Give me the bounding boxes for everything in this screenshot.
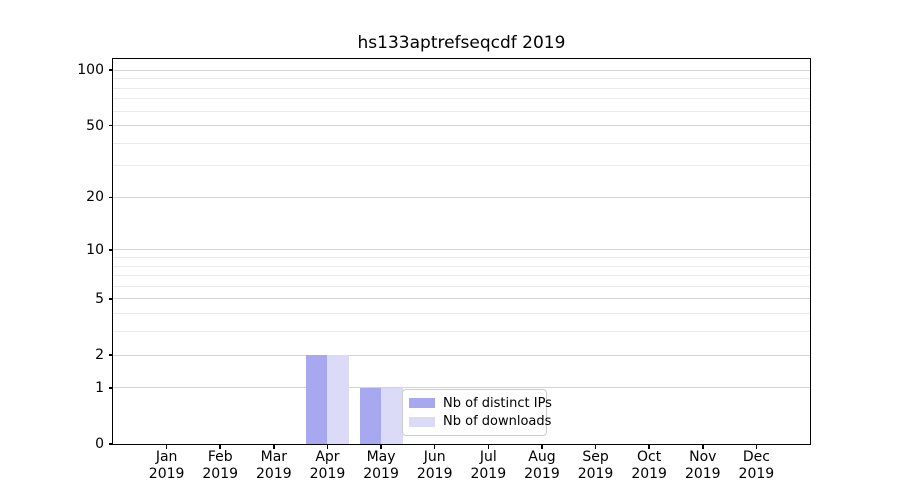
gridline-major [113,249,810,251]
x-tick [273,444,275,449]
y-tick [108,69,113,71]
x-tick [702,444,704,449]
x-tick-label: Aug 2019 [524,449,560,482]
legend: Nb of distinct IPs Nb of downloads [402,389,552,436]
x-tick [165,444,168,449]
y-tick-label: 100 [77,62,104,79]
gridline-minor [113,285,810,287]
bar-distinct-ips-may [359,387,382,444]
gridline-minor [113,142,810,144]
x-tick-label: Jul 2019 [470,449,507,482]
x-tick [755,444,758,449]
bar-downloads-apr [327,355,349,444]
y-tick-label: 10 [86,241,104,258]
x-tick-label: Sep 2019 [577,449,614,482]
y-tick [108,387,113,389]
y-tick-label: 20 [86,189,104,206]
y-tick [108,249,113,251]
x-tick-label: May 2019 [363,449,399,482]
gridline-minor [113,331,810,333]
legend-swatch-distinct-ips-icon [409,398,435,409]
x-tick [648,444,650,449]
gridline-major [113,387,810,389]
y-tick [108,196,113,199]
x-tick-label: Jan 2019 [148,449,185,482]
y-tick-label: 5 [95,290,104,307]
y-tick [108,124,113,127]
legend-item-downloads: Nb of downloads [409,414,551,429]
x-tick [594,444,597,449]
chart-title: hs133aptrefseqcdf 2019 [357,33,566,53]
x-tick [433,444,436,449]
legend-item-distinct-ips: Nb of distinct IPs [409,396,552,411]
x-tick-label: Nov 2019 [684,449,721,482]
gridline-minor [113,110,810,112]
gridline-minor [113,265,810,267]
x-tick-label: Oct 2019 [631,449,667,482]
x-tick [326,444,329,449]
gridline-minor [113,165,810,167]
x-tick [541,444,543,449]
gridline-minor [113,257,810,258]
gridline-major [113,125,810,127]
gridline-minor [113,275,810,277]
x-tick-label: Jun 2019 [416,449,453,482]
legend-swatch-downloads-icon [409,416,435,427]
bar-distinct-ips-apr [305,355,328,444]
y-tick-label: 0 [95,436,104,452]
y-tick [108,298,113,300]
gridline-major [113,354,810,356]
x-tick [380,444,382,449]
gridline-minor [113,98,810,100]
y-tick-label: 2 [95,347,104,364]
x-tick [219,444,221,449]
legend-label-downloads: Nb of downloads [443,414,552,430]
legend-label-distinct-ips: Nb of distinct IPs [443,395,552,411]
x-tick-label: Feb 2019 [202,449,239,482]
gridline-minor [113,87,810,89]
y-tick-label: 50 [86,117,104,134]
x-tick-label: Dec 2019 [738,449,775,482]
gridline-major [113,298,810,300]
gridline-minor [113,78,810,80]
y-tick [108,443,113,445]
x-tick-label: Mar 2019 [256,449,292,482]
x-tick-label: Apr 2019 [309,449,346,482]
gridline-major [113,196,810,198]
y-tick-label: 1 [95,379,104,396]
gridline-minor [113,313,810,315]
bar-downloads-may [381,387,403,444]
gridline-major [113,69,810,71]
x-tick [487,444,490,449]
y-tick [108,354,113,356]
